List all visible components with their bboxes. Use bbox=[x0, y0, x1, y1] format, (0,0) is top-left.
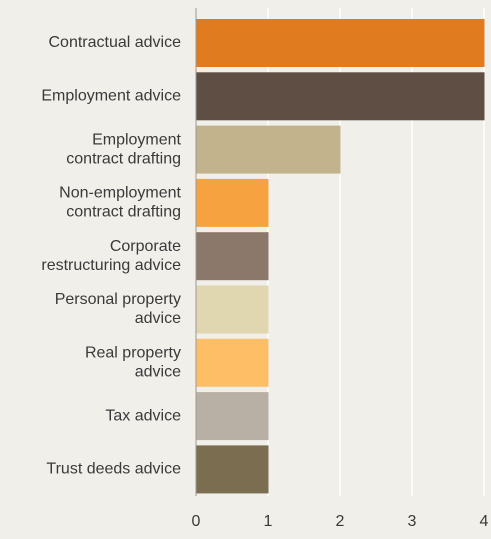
category-label-line: Corporate bbox=[110, 238, 181, 255]
category-label: Employment advice bbox=[41, 88, 181, 105]
bars bbox=[196, 19, 485, 494]
category-label: Tax advice bbox=[105, 407, 181, 424]
category-label-line: contract drafting bbox=[66, 150, 181, 167]
category-label-line: Non-employment bbox=[59, 185, 181, 202]
category-label: Trust deeds advice bbox=[46, 461, 181, 478]
category-label: Non-employment contract drafting bbox=[59, 185, 181, 221]
category-labels: Contractual advice Employment advice Emplo… bbox=[41, 34, 181, 477]
x-tick-label: 3 bbox=[408, 513, 417, 530]
x-tick-labels: 0 1 2 3 4 bbox=[192, 513, 489, 530]
category-label-line: restructuring advice bbox=[41, 257, 181, 274]
bar bbox=[196, 232, 269, 281]
category-label-line: Personal property bbox=[55, 291, 181, 308]
bar bbox=[196, 338, 269, 387]
category-label-line: Contractual advice bbox=[48, 34, 181, 51]
bar bbox=[196, 72, 485, 121]
category-label: Corporate restructuring advice bbox=[41, 238, 181, 274]
bar bbox=[196, 445, 269, 494]
category-label-line: Employment advice bbox=[41, 88, 181, 105]
category-label: Personal property advice bbox=[55, 291, 181, 327]
bar bbox=[196, 19, 485, 67]
category-label-line: Tax advice bbox=[105, 407, 181, 424]
category-label-line: contract drafting bbox=[66, 204, 181, 221]
bar bbox=[196, 125, 341, 174]
x-tick-label: 2 bbox=[336, 513, 345, 530]
category-label: Contractual advice bbox=[48, 34, 181, 51]
category-label: Real property advice bbox=[85, 345, 181, 381]
bar bbox=[196, 392, 269, 441]
x-tick-label: 0 bbox=[192, 513, 201, 530]
category-label: Employment contract drafting bbox=[66, 131, 181, 167]
category-label-line: advice bbox=[135, 310, 181, 327]
bar bbox=[196, 178, 269, 227]
x-tick-label: 1 bbox=[264, 513, 273, 530]
category-label-line: Employment bbox=[92, 131, 181, 148]
category-label-line: advice bbox=[135, 364, 181, 381]
bar bbox=[196, 285, 269, 334]
x-tick-label: 4 bbox=[480, 513, 489, 530]
category-label-line: Real property bbox=[85, 345, 181, 362]
category-label-line: Trust deeds advice bbox=[46, 461, 181, 478]
